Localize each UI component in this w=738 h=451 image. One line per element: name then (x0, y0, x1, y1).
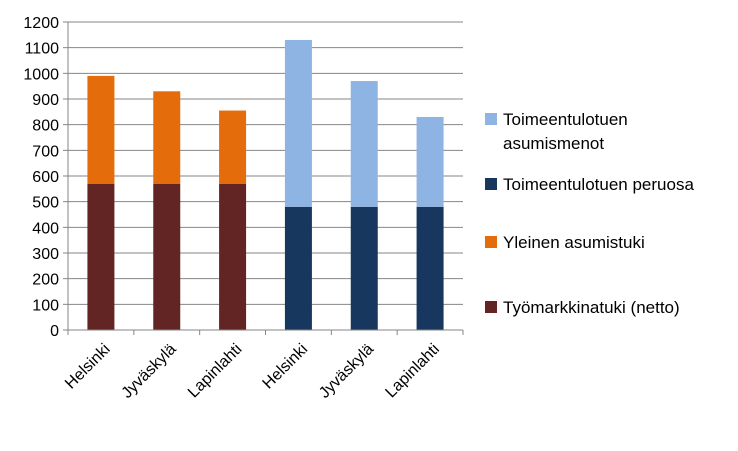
legend-item-toimeentulotuen-peruosa: Toimeentulotuen peruosa (485, 173, 723, 197)
y-tick-label: 0 (50, 323, 59, 340)
bar-segment (219, 183, 247, 330)
bar-segment (219, 110, 247, 184)
y-tick-label: 100 (32, 297, 59, 314)
bar-segment (416, 206, 444, 330)
y-tick-label: 1100 (25, 41, 60, 58)
y-tick-label: 200 (32, 272, 59, 289)
bar-segment (153, 91, 181, 184)
y-tick-label: 1200 (23, 15, 59, 32)
bars (87, 39, 444, 330)
y-tick-label: 700 (32, 143, 59, 160)
legend-swatch (485, 113, 497, 125)
y-tick-label: 800 (32, 118, 59, 135)
bar-segment (284, 39, 312, 207)
x-tick-label: Helsinki (62, 341, 114, 393)
x-axis: Helsinki Jyväskylä Lapinlahti Helsinki Jyväs… (62, 329, 464, 402)
y-tick-label: 1000 (23, 66, 59, 83)
legend-swatch (485, 236, 497, 248)
legend-item-tyomarkkinatuki: Työmarkkinatuki (netto) (485, 296, 723, 320)
bar-segment (153, 183, 181, 330)
gridlines (68, 21, 463, 331)
legend-item-yleinen-asumistuki: Yleinen asumistuki (485, 231, 723, 255)
legend-label: Yleinen asumistuki (503, 233, 645, 252)
x-tick-label: Lapinlahti (185, 341, 245, 401)
y-tick-label: 600 (32, 169, 59, 186)
bar-segment (350, 81, 378, 207)
legend-swatch (485, 301, 497, 313)
bar-segment (87, 183, 115, 330)
x-tick-label: Jyväskylä (316, 341, 377, 402)
y-tick-label: 500 (32, 195, 59, 212)
legend-label: Toimeentulotuen asumismenot (503, 110, 628, 153)
x-tick-label: Lapinlahti (382, 341, 442, 401)
bar-segment (87, 75, 115, 184)
bar-segment (416, 116, 444, 207)
legend-label: Työmarkkinatuki (netto) (503, 298, 680, 317)
x-tick-label: Helsinki (260, 341, 312, 393)
y-tick-label: 900 (32, 92, 59, 109)
legend-item-toimeentulotuen-asumismenot: Toimeentulotuen asumismenot (485, 108, 723, 156)
y-tick-label: 400 (32, 220, 59, 237)
bar-segment (284, 206, 312, 330)
y-tick-label: 300 (32, 246, 59, 263)
legend-label: Toimeentulotuen peruosa (503, 175, 694, 194)
x-tick-label: Jyväskylä (119, 341, 180, 402)
y-axis: 0 100 200 300 400 500 600 700 800 900 1000 1100 1200 (23, 15, 69, 340)
legend-swatch (485, 178, 497, 190)
bar-segment (350, 206, 378, 330)
